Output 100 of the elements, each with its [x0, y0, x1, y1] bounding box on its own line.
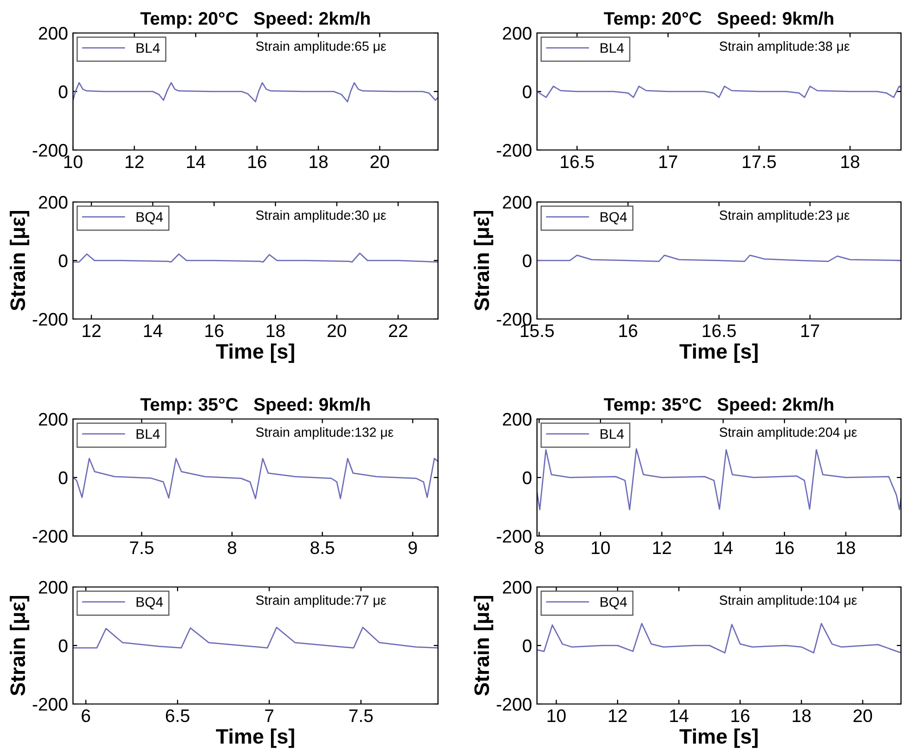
- x-tick-label: 20: [328, 324, 346, 338]
- x-tick-label: 14: [144, 324, 162, 337]
- x-tick-label: 16.5: [560, 155, 594, 168]
- x-tick-label: 22: [388, 324, 408, 337]
- y-tick-label: -200: [496, 698, 532, 711]
- legend-label: BQ4: [600, 597, 627, 610]
- x-axis-title: Time [s]: [679, 728, 758, 748]
- annotation: Strain amplitude:23 με: [720, 210, 850, 222]
- legend-label: BL4: [600, 43, 624, 53]
- x-tick-label: 18: [792, 709, 811, 722]
- x-tick-label: 20: [370, 155, 390, 168]
- y-tick-label: 0: [522, 471, 532, 484]
- y-tick-label: 200: [38, 580, 68, 594]
- x-tick-label: 8: [534, 541, 544, 554]
- x-tick-label: 7.5: [349, 710, 373, 722]
- line-series: [73, 82, 438, 102]
- x-tick-label: 12: [82, 324, 101, 337]
- x-tick-label: 16: [205, 324, 224, 338]
- x-tick-label: 14: [714, 542, 733, 554]
- y-tick-label: 200: [38, 412, 68, 426]
- x-tick-label: 18: [841, 155, 860, 168]
- x-tick-label: 12: [653, 541, 671, 554]
- line-series: [537, 448, 901, 510]
- x-tick-label: 7.5: [130, 542, 154, 554]
- legend-label: BQ4: [136, 212, 163, 224]
- x-tick-label: 16: [776, 541, 794, 554]
- chart-title: Temp: 20°C Speed: 9km/h: [604, 12, 834, 28]
- y-tick-label: 200: [38, 26, 68, 40]
- x-tick-label: 20: [854, 709, 872, 722]
- y-tick-label: 200: [502, 26, 532, 40]
- x-tick-label: 8.5: [310, 541, 334, 554]
- x-tick-label: 6: [82, 709, 90, 722]
- legend-label: BQ4: [136, 597, 163, 610]
- x-tick-label: 18: [837, 541, 856, 554]
- y-tick-label: -200: [32, 144, 68, 157]
- annotation: Strain amplitude:132 με: [256, 427, 394, 440]
- y-tick-label: 0: [522, 254, 532, 268]
- x-tick-label: 9: [408, 541, 417, 554]
- y-tick-label: 0: [58, 254, 68, 268]
- x-tick-label: 16: [248, 155, 266, 168]
- y-tick-label: 0: [58, 639, 68, 652]
- chart-title: Temp: 35°C Speed: 9km/h: [140, 398, 370, 414]
- y-tick-label: -200: [32, 530, 68, 543]
- annotation: Strain amplitude:77 με: [256, 595, 386, 608]
- x-tick-label: 12: [126, 155, 144, 168]
- line-series: [73, 252, 438, 263]
- y-axis-title: Strain [με]: [10, 211, 30, 311]
- y-tick-label: 0: [522, 639, 532, 652]
- y-tick-label: 0: [522, 85, 532, 98]
- y-tick-label: 200: [502, 580, 532, 594]
- y-tick-label: 200: [38, 196, 68, 209]
- x-axis-title: Time [s]: [216, 728, 294, 748]
- annotation: Strain amplitude:104 με: [720, 595, 857, 608]
- legend-label: BL4: [136, 429, 160, 439]
- x-tick-label: 10: [64, 155, 82, 168]
- chart-title: Temp: 35°C Speed: 2km/h: [604, 398, 834, 414]
- x-tick-label: 12: [608, 709, 627, 722]
- legend-label: BQ4: [600, 212, 627, 224]
- annotation: Strain amplitude:204 με: [720, 427, 857, 440]
- y-tick-label: 0: [58, 85, 68, 98]
- y-tick-label: -200: [32, 312, 68, 326]
- x-tick-label: 16: [731, 709, 750, 722]
- x-tick-label: 7: [265, 710, 274, 722]
- y-axis-title: Strain [με]: [474, 596, 494, 696]
- x-tick-label: 10: [548, 709, 566, 722]
- x-tick-label: 14: [187, 156, 206, 168]
- y-tick-label: 0: [58, 471, 68, 484]
- annotation: Strain amplitude:65 με: [256, 41, 386, 54]
- x-tick-label: 17: [801, 324, 820, 337]
- x-tick-label: 16: [619, 324, 638, 338]
- line-series: [73, 458, 438, 500]
- x-tick-label: 10: [592, 541, 610, 554]
- x-tick-label: 17: [659, 156, 678, 168]
- annotation: Strain amplitude:38 με: [720, 41, 850, 54]
- y-tick-label: 200: [502, 412, 532, 426]
- y-axis-title: Strain [με]: [10, 596, 30, 696]
- line-series: [537, 254, 901, 262]
- x-tick-label: 8: [228, 541, 236, 554]
- x-axis-title: Time [s]: [679, 343, 758, 363]
- y-axis-title: Strain [με]: [474, 211, 494, 311]
- x-tick-label: 16.5: [702, 324, 736, 338]
- chart-title: Temp: 20°C Speed: 2km/h: [140, 12, 370, 28]
- y-tick-label: -200: [496, 144, 532, 157]
- line-series: [537, 622, 901, 654]
- y-tick-label: -200: [496, 530, 532, 543]
- line-series: [73, 626, 438, 648]
- x-tick-label: 18: [266, 324, 285, 338]
- annotation: Strain amplitude:30 με: [256, 210, 386, 222]
- x-tick-label: 6.5: [166, 709, 190, 722]
- legend-label: BL4: [600, 429, 624, 439]
- x-tick-label: 15.5: [520, 324, 554, 338]
- y-tick-label: -200: [32, 698, 68, 711]
- y-tick-label: -200: [496, 312, 532, 326]
- x-tick-label: 14: [670, 710, 688, 722]
- y-tick-label: 200: [502, 196, 532, 209]
- x-axis-title: Time [s]: [216, 343, 294, 363]
- legend-label: BL4: [136, 43, 160, 53]
- x-tick-label: 17.5: [742, 156, 776, 168]
- x-tick-label: 18: [310, 155, 328, 168]
- line-series: [537, 86, 901, 98]
